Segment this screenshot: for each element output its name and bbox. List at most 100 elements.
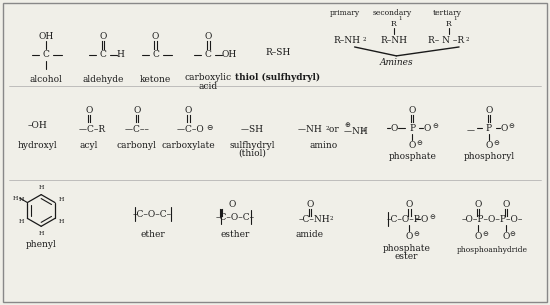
Text: sulfhydryl: sulfhydryl — [229, 141, 275, 149]
Text: O: O — [306, 200, 313, 209]
Text: 2: 2 — [329, 216, 333, 221]
Text: O: O — [421, 215, 428, 224]
Text: H: H — [19, 219, 24, 224]
Text: O: O — [502, 232, 509, 241]
Text: –O–P–O–P–O–: –O–P–O–P–O– — [461, 215, 522, 224]
Text: ––C––: ––C–– — [124, 125, 149, 134]
Text: O: O — [99, 32, 107, 41]
Text: ester: ester — [394, 252, 418, 260]
Text: –C–O–P: –C–O–P — [387, 215, 420, 224]
Text: aldehyde: aldehyde — [82, 75, 124, 84]
Text: phosphate: phosphate — [382, 244, 430, 253]
Text: O: O — [409, 106, 416, 115]
Text: H: H — [58, 219, 64, 224]
Text: 1: 1 — [398, 16, 402, 21]
Text: ketone: ketone — [140, 75, 171, 84]
Text: O: O — [185, 106, 192, 115]
Text: –C–O–C–: –C–O–C– — [133, 210, 172, 219]
Text: secondary: secondary — [373, 9, 412, 17]
Text: ––C–O: ––C–O — [177, 125, 204, 134]
Text: OH: OH — [222, 50, 237, 59]
Text: H: H — [19, 196, 24, 202]
Text: acyl: acyl — [80, 141, 98, 149]
Text: ⊖: ⊖ — [482, 231, 488, 237]
Text: R–NH: R–NH — [381, 36, 408, 45]
Text: primary: primary — [329, 9, 360, 17]
Text: carboxylate: carboxylate — [162, 141, 215, 149]
Text: tertiary: tertiary — [433, 9, 461, 17]
Text: ––NH: ––NH — [298, 125, 322, 134]
Text: O: O — [485, 141, 493, 149]
Text: R–SH: R–SH — [265, 48, 290, 57]
Text: amide: amide — [296, 230, 324, 239]
Text: H: H — [39, 231, 44, 236]
Text: O: O — [485, 106, 493, 115]
Text: ⊖: ⊖ — [493, 140, 499, 146]
Text: acid: acid — [199, 82, 218, 91]
Text: ⊖: ⊖ — [429, 214, 435, 221]
Text: (thiol): (thiol) — [238, 149, 266, 157]
Text: Amines: Amines — [379, 58, 413, 67]
Text: R– N –R: R– N –R — [428, 36, 464, 45]
Text: 3: 3 — [361, 128, 365, 133]
Text: ––: –– — [467, 126, 476, 135]
Text: ⊖: ⊖ — [509, 123, 515, 129]
Text: ether: ether — [140, 230, 165, 239]
Text: phosphoanhydride: phosphoanhydride — [456, 246, 527, 254]
Text: O: O — [152, 32, 160, 41]
Text: amino: amino — [310, 141, 338, 149]
Text: O: O — [205, 32, 212, 41]
Text: carbonyl: carbonyl — [117, 141, 157, 149]
Text: R: R — [446, 20, 451, 28]
Text: O: O — [229, 200, 236, 209]
Text: H: H — [12, 196, 18, 201]
Text: C: C — [100, 50, 106, 59]
Text: ⊖: ⊖ — [206, 123, 213, 132]
Text: 2: 2 — [466, 37, 470, 42]
Text: ––SH: ––SH — [240, 125, 263, 134]
Text: P: P — [409, 124, 415, 133]
Text: 2: 2 — [362, 37, 366, 42]
Text: phenyl: phenyl — [26, 240, 57, 249]
Text: C: C — [205, 50, 212, 59]
Text: C: C — [152, 50, 159, 59]
Text: C: C — [43, 50, 50, 59]
Text: O: O — [474, 232, 482, 241]
Text: ⊖: ⊖ — [416, 140, 422, 146]
Text: ⊕: ⊕ — [345, 122, 350, 128]
Text: ––C–R: ––C–R — [78, 125, 106, 134]
Text: alcohol: alcohol — [30, 75, 63, 84]
Text: R–NH: R–NH — [333, 36, 360, 45]
Text: 2: 2 — [326, 126, 329, 131]
Text: R: R — [390, 20, 396, 28]
Text: ⊖: ⊖ — [510, 231, 516, 237]
Text: OH: OH — [39, 32, 54, 41]
Text: H: H — [39, 185, 44, 190]
Text: –C–O–C–: –C–O–C– — [216, 213, 255, 222]
Text: P: P — [486, 124, 492, 133]
Text: O: O — [424, 124, 431, 133]
Text: O: O — [133, 106, 140, 115]
Text: hydroxyl: hydroxyl — [18, 141, 57, 149]
Text: H: H — [117, 50, 125, 59]
Text: or: or — [326, 125, 342, 134]
Text: esther: esther — [221, 230, 250, 239]
Text: H: H — [58, 196, 64, 202]
Text: –C–NH: –C–NH — [299, 215, 331, 224]
Text: O: O — [474, 200, 482, 209]
Text: O: O — [409, 141, 416, 149]
Text: –OH: –OH — [28, 121, 47, 130]
Text: O: O — [406, 200, 413, 209]
Text: phosphate: phosphate — [388, 152, 436, 161]
Text: ⊖: ⊖ — [413, 231, 419, 237]
Text: thiol (sulfhydryl): thiol (sulfhydryl) — [235, 73, 321, 82]
Text: ⊖: ⊖ — [432, 123, 438, 129]
Text: phosphoryl: phosphoryl — [463, 152, 514, 161]
Text: 1: 1 — [453, 16, 456, 21]
Text: O: O — [85, 106, 92, 115]
Text: O: O — [500, 124, 508, 133]
Text: O: O — [390, 124, 398, 133]
Text: carboxylic: carboxylic — [185, 73, 232, 82]
Text: O: O — [502, 200, 509, 209]
Text: ––NH: ––NH — [344, 127, 368, 136]
